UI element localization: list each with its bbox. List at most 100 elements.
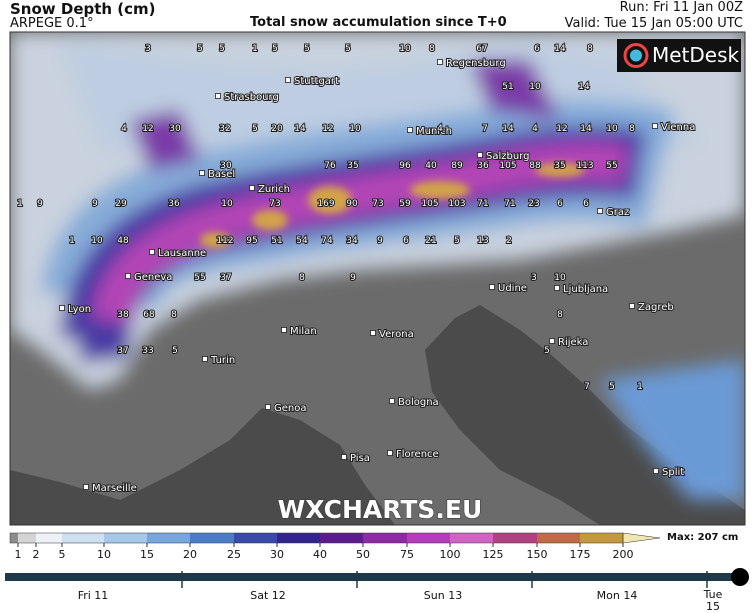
legend-swatch — [493, 533, 537, 543]
snow-value: 8 — [171, 310, 177, 320]
snow-value: 10 — [221, 199, 233, 209]
snow-value: 169 — [317, 199, 334, 209]
snow-value: 30 — [169, 124, 181, 134]
city-marker — [199, 170, 205, 176]
snow-value: 5 — [345, 44, 351, 54]
city-marker — [437, 59, 443, 65]
city-marker — [370, 330, 376, 336]
cities: Regensburg Stuttgart Strasbourg Munich Vienn… — [59, 57, 696, 495]
city-label: Zagreb — [638, 302, 674, 313]
legend: 1 2 5 10 15 20 25 30 40 50 75 100 125 150 175 200 — [9, 532, 661, 561]
city-label: Lyon — [68, 304, 91, 315]
snow-value: 35 — [554, 161, 565, 171]
snow-value: 51 — [502, 82, 513, 92]
city-marker — [489, 284, 495, 290]
city-marker — [281, 327, 287, 333]
snow-value: 2 — [506, 236, 512, 246]
snow-value: 12 — [142, 124, 153, 134]
timeline-day[interactable]: Fri 11 — [77, 589, 109, 602]
snow-peaks — [200, 163, 585, 248]
snow-value: 76 — [324, 161, 336, 171]
snow-value: 73 — [269, 199, 280, 209]
legend-swatch — [277, 533, 320, 543]
city-marker — [149, 249, 155, 255]
city-label: Pisa — [350, 453, 370, 464]
city-label: Regensburg — [446, 58, 506, 69]
snow-value: 5 — [609, 382, 615, 392]
legend-label: 10 — [97, 548, 111, 561]
city-label: Ljubljana — [563, 284, 608, 295]
timeline-day[interactable]: Tue 15 — [703, 588, 723, 613]
snow-value: 12 — [556, 124, 567, 134]
legend-swatch — [320, 533, 363, 543]
snow-value: 6 — [534, 44, 540, 54]
snow-value: 55 — [194, 273, 205, 283]
snow-value: 112 — [216, 236, 233, 246]
snow-value: 34 — [346, 236, 358, 246]
city-marker — [554, 285, 560, 291]
timeline-handle[interactable] — [731, 568, 749, 586]
snow-value: 113 — [576, 161, 593, 171]
model: ARPEGE 0.1° — [10, 16, 94, 31]
snow-value: 10 — [606, 124, 618, 134]
city-marker — [597, 208, 603, 214]
city-marker — [285, 77, 291, 83]
city-label: Genoa — [274, 403, 307, 414]
city-label: Vienna — [661, 122, 695, 133]
snow-value: 40 — [425, 161, 437, 171]
city-marker — [59, 305, 65, 311]
subtitle: Total snow accumulation since T+0 — [250, 15, 507, 30]
snow-value: 8 — [629, 124, 635, 134]
legend-label: 25 — [227, 548, 241, 561]
legend-swatch — [580, 533, 623, 543]
snow-value: 3 — [531, 273, 537, 283]
snow-value: 9 — [377, 236, 383, 246]
logo: MetDesk — [617, 39, 741, 72]
city-marker — [653, 468, 659, 474]
legend-label: 5 — [59, 548, 66, 561]
city-label: Stuttgart — [294, 76, 339, 87]
snow-value: 35 — [347, 161, 358, 171]
snow-value: 4 — [437, 124, 443, 134]
snow-value: 23 — [528, 199, 539, 209]
legend-swatch — [363, 533, 407, 543]
snow-value: 6 — [583, 199, 589, 209]
legend-max: Max: 207 cm — [667, 532, 738, 543]
legend-swatch — [147, 533, 190, 543]
city-label: Split — [662, 467, 684, 478]
snow-value: 14 — [294, 124, 306, 134]
timeline-day[interactable]: Mon 14 — [596, 589, 638, 602]
snow-value: 8 — [587, 44, 593, 54]
snow-value: 12 — [322, 124, 333, 134]
snow-value: 10 — [554, 273, 566, 283]
city-label: Graz — [606, 207, 629, 218]
legend-label: 100 — [440, 548, 461, 561]
timeline — [5, 568, 749, 588]
snow-value: 30 — [220, 161, 232, 171]
snow-value: 96 — [399, 161, 411, 171]
snow-value: 9 — [92, 199, 98, 209]
sea — [10, 408, 395, 525]
city-label: Geneva — [134, 272, 172, 283]
timeline-day[interactable]: Sun 13 — [423, 589, 463, 602]
city-marker — [629, 303, 635, 309]
city-marker — [202, 356, 208, 362]
snow-value: 9 — [350, 273, 356, 283]
legend-swatch — [537, 533, 580, 543]
snow-value: 5 — [197, 44, 203, 54]
legend-swatch — [234, 533, 277, 543]
snow-value: 88 — [529, 161, 541, 171]
city-marker — [341, 454, 347, 460]
legend-label: 150 — [527, 548, 548, 561]
city-marker — [83, 484, 89, 490]
snow-value: 10 — [349, 124, 361, 134]
snow-value: 21 — [425, 236, 436, 246]
snow-value: 7 — [482, 124, 488, 134]
snow-value: 37 — [220, 273, 231, 283]
timeline-day[interactable]: Sat 12 — [250, 589, 286, 602]
snow-value: 54 — [296, 236, 308, 246]
snow-value: 59 — [399, 199, 411, 209]
legend-label: 175 — [570, 548, 591, 561]
